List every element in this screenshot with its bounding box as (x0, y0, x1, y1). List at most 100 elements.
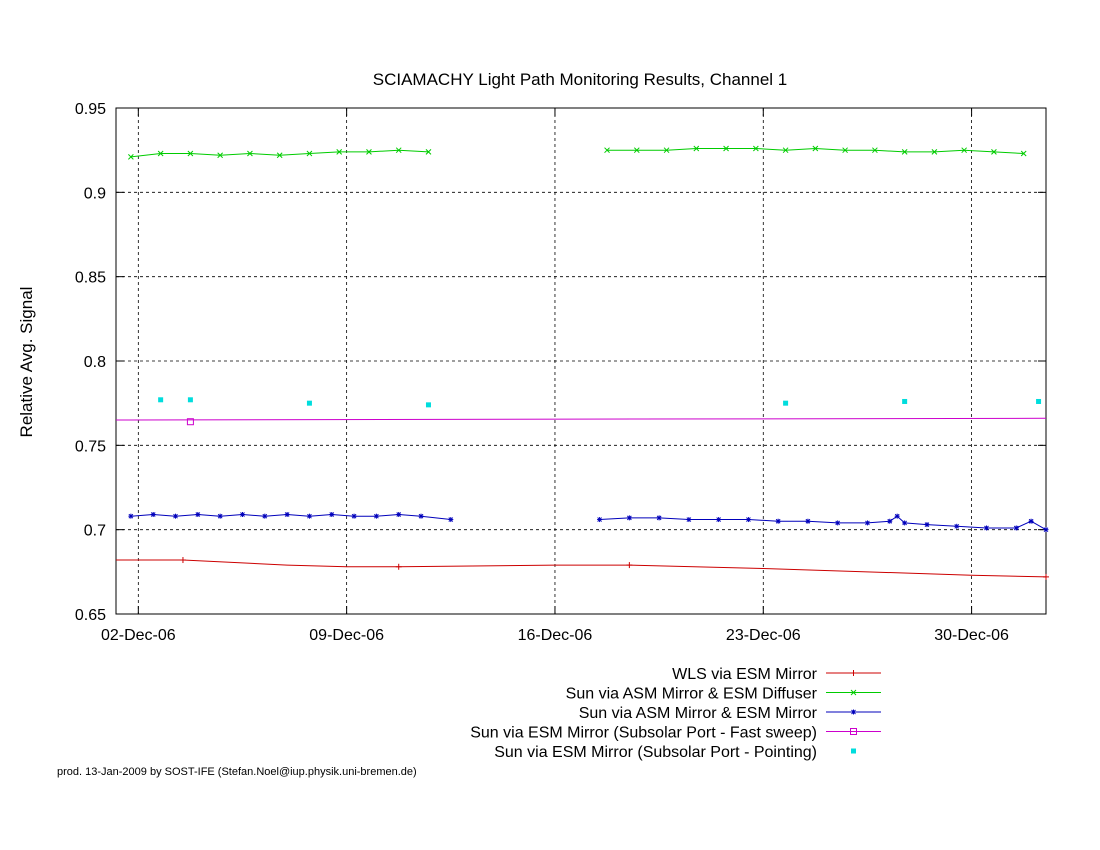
data-point (626, 515, 632, 521)
legend-label: Sun via ASM Mirror & ESM Diffuser (566, 686, 818, 703)
x-tick-label: 09-Dec-06 (309, 627, 384, 644)
data-point (745, 517, 751, 523)
y-axis-label: Relative Avg. Signal (17, 287, 36, 438)
data-point (663, 147, 670, 154)
data-point (991, 148, 997, 155)
y-tick-label: 0.95 (75, 101, 106, 118)
data-point (775, 518, 781, 524)
data-point (173, 513, 179, 519)
data-point (396, 511, 402, 517)
data-point (329, 511, 335, 517)
series-layer (115, 145, 1049, 580)
data-point (306, 400, 312, 406)
data-point (864, 520, 870, 526)
data-point (128, 513, 134, 519)
data-point (187, 150, 194, 157)
legend-entry: Sun via ASM Mirror & ESM Diffuser (566, 686, 881, 703)
data-point (656, 515, 662, 521)
data-point (262, 513, 268, 519)
y-tick-label: 0.9 (84, 185, 106, 202)
data-point (752, 145, 759, 152)
data-point (597, 517, 603, 523)
legend-marker (850, 728, 857, 735)
legend-label: WLS via ESM Mirror (672, 666, 818, 683)
data-point (157, 150, 164, 157)
legend-entry: Sun via ESM Mirror (Subsolar Port - Poin… (494, 744, 856, 761)
data-point (954, 523, 960, 529)
footer-credit: prod. 13-Jan-2009 by SOST-IFE (Stefan.No… (57, 766, 417, 778)
x-axis: 02-Dec-06 09-Dec-06 16-Dec-06 23-Dec-06 30-D… (101, 108, 1009, 644)
data-point (1028, 518, 1034, 524)
data-point (902, 398, 908, 404)
data-point (604, 147, 610, 154)
y-tick-label: 0.85 (75, 270, 106, 287)
data-point (276, 152, 283, 159)
series-line (599, 515, 1047, 531)
data-point (894, 513, 900, 519)
data-point (239, 511, 245, 517)
data-point (351, 513, 357, 519)
y-axis: 0.65 0.7 0.75 0.8 0.85 0.9 0.95 (75, 101, 1046, 624)
data-point (924, 522, 930, 528)
data-point (983, 525, 989, 531)
series-line (607, 147, 1024, 154)
data-point (805, 518, 811, 524)
series-line (130, 513, 451, 520)
legend-entry: Sun via ESM Mirror (Subsolar Port - Fast… (470, 725, 881, 742)
data-point (284, 511, 290, 517)
data-point (716, 517, 722, 523)
legend: WLS via ESM Mirror Sun via ASM Mirror & E… (470, 666, 881, 761)
series-line (115, 417, 1047, 421)
data-point (633, 147, 640, 154)
data-point (1020, 150, 1027, 157)
data-point (306, 150, 313, 157)
data-point (872, 147, 878, 154)
data-point (306, 513, 312, 519)
data-point (448, 517, 454, 523)
series-line (116, 559, 1047, 578)
data-point (179, 557, 186, 564)
data-point (418, 513, 424, 519)
data-point (901, 148, 908, 155)
data-point (812, 145, 819, 152)
x-tick-label: 30-Dec-06 (934, 627, 1009, 644)
data-point (425, 148, 432, 155)
y-tick-label: 0.65 (75, 607, 106, 624)
data-point (835, 520, 841, 526)
data-point (425, 402, 431, 408)
data-point (931, 148, 938, 155)
data-point (217, 152, 224, 159)
series-3 (128, 511, 1049, 533)
data-point (723, 145, 729, 152)
x-tick-label: 02-Dec-06 (101, 627, 176, 644)
x-tick-label: 23-Dec-06 (726, 627, 801, 644)
data-point (373, 513, 379, 519)
legend-label: Sun via ESM Mirror (Subsolar Port - Poin… (494, 744, 817, 761)
data-point (150, 511, 156, 517)
series-5 (158, 397, 1042, 408)
data-point (336, 148, 343, 155)
data-point (961, 147, 968, 154)
chart-title: SCIAMACHY Light Path Monitoring Results,… (373, 70, 788, 89)
legend-marker (850, 670, 857, 676)
legend-label: Sun via ASM Mirror & ESM Mirror (579, 705, 818, 722)
data-point (186, 418, 194, 426)
legend-entry: WLS via ESM Mirror (672, 666, 881, 683)
data-point (195, 511, 201, 517)
data-point (686, 517, 692, 523)
legend-marker (850, 689, 857, 696)
data-point (1013, 525, 1019, 531)
data-point (395, 563, 402, 570)
data-point (887, 518, 893, 524)
data-point (187, 397, 193, 403)
data-point (366, 148, 372, 155)
data-point (395, 147, 402, 154)
x-tick-label: 16-Dec-06 (518, 627, 593, 644)
legend-marker (851, 748, 856, 754)
data-point (128, 154, 134, 160)
data-point (902, 520, 908, 526)
series-2 (128, 145, 1027, 160)
y-tick-label: 0.8 (84, 354, 106, 371)
y-tick-label: 0.75 (75, 438, 106, 455)
